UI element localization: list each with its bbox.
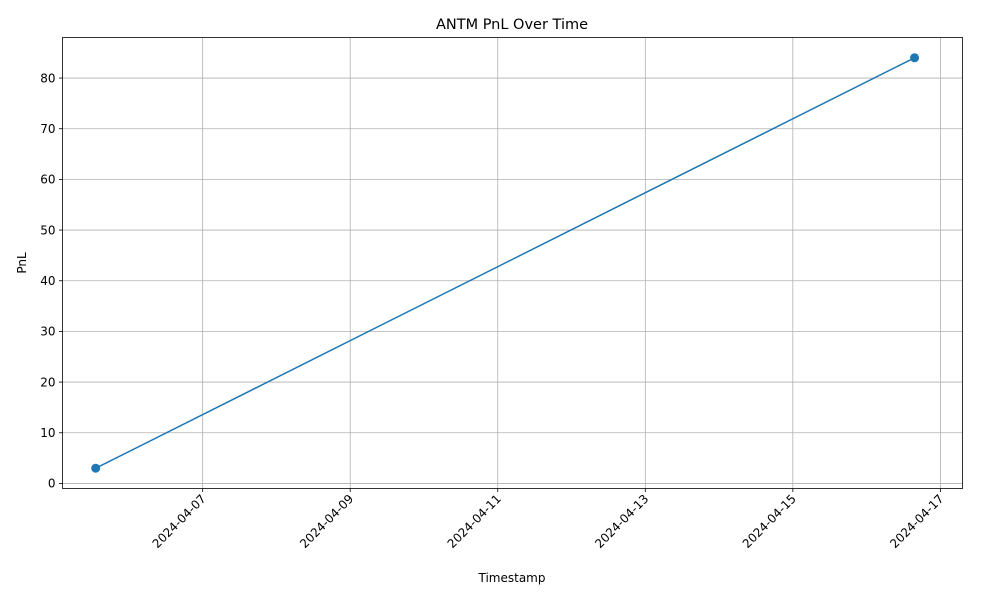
y-tick-label: 60 (40, 173, 55, 187)
y-tick-label: 30 (40, 325, 55, 339)
x-axis-title: Timestamp (478, 571, 546, 585)
y-tick-label: 0 (48, 477, 56, 491)
series-line (95, 57, 915, 469)
data-point (91, 463, 101, 473)
y-tick-label: 80 (40, 71, 55, 85)
grid (62, 37, 963, 489)
y-tick-label: 40 (40, 274, 55, 288)
y-tick-label: 10 (40, 426, 55, 440)
data-point (910, 53, 920, 63)
y-axis-title: PnL (15, 252, 29, 274)
chart-title: ANTM PnL Over Time (436, 17, 588, 33)
series-layer (91, 53, 920, 473)
y-axis: 0 10 20 30 40 50 60 70 80 (40, 71, 63, 491)
plot-frame (62, 37, 963, 489)
y-tick-label: 50 (40, 223, 55, 237)
y-tick-label: 20 (40, 375, 55, 389)
y-tick-label: 70 (40, 122, 55, 136)
